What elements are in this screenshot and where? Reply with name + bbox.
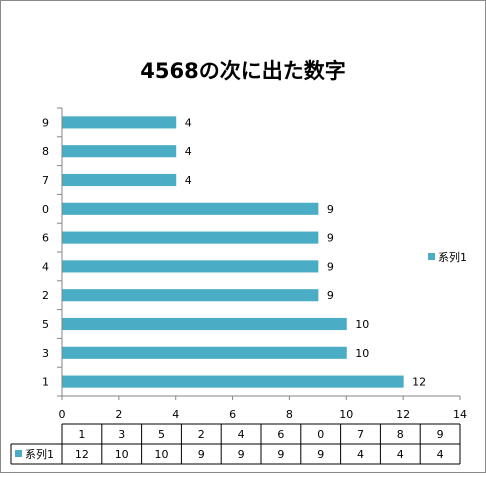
y-tick-label-4: 4 (42, 260, 49, 273)
table-value-3: 10 (115, 448, 129, 461)
legend-swatch (428, 253, 435, 260)
data-label-4: 9 (327, 260, 334, 273)
table-value-2: 9 (198, 448, 205, 461)
x-tick-label-0: 0 (59, 408, 66, 421)
bar-8 (62, 145, 177, 158)
y-tick-label-2: 2 (42, 289, 49, 302)
x-tick-label-2: 2 (115, 408, 122, 421)
bar-1 (62, 375, 404, 388)
table-series-name: 系列1 (25, 447, 54, 461)
bar-2 (62, 289, 319, 302)
table-value-6: 9 (277, 448, 284, 461)
y-tick-label-5: 5 (42, 318, 49, 331)
y-tick-label-7: 7 (42, 174, 49, 187)
table-header-9: 9 (437, 428, 444, 441)
table-value-5: 10 (155, 448, 169, 461)
table-value-4: 9 (238, 448, 245, 461)
y-tick-label-9: 9 (42, 116, 49, 129)
bar-5 (62, 317, 347, 331)
table-header-4: 4 (238, 428, 245, 441)
table-header-3: 3 (118, 428, 125, 441)
table-header-6: 6 (277, 428, 284, 441)
bar-9 (62, 116, 177, 129)
y-tick-label-6: 6 (42, 232, 49, 245)
data-label-2: 9 (327, 289, 334, 302)
table-value-9: 4 (437, 448, 444, 461)
chart-title: 4568の次に出た数字 (140, 59, 345, 83)
table-header-2: 2 (198, 428, 205, 441)
table-header-1: 1 (78, 428, 85, 441)
data-label-0: 9 (327, 203, 334, 216)
bar-7 (62, 173, 177, 187)
bar-3 (62, 346, 347, 359)
x-tick-label-8: 8 (286, 408, 293, 421)
x-tick-label-12: 12 (396, 408, 410, 421)
x-tick-label-4: 4 (172, 408, 179, 421)
y-tick-label-1: 1 (42, 376, 49, 389)
x-tick-label-10: 10 (339, 408, 353, 421)
legend-label: 系列1 (438, 250, 467, 264)
data-label-6: 9 (327, 232, 334, 245)
x-tick-label-14: 14 (453, 408, 467, 421)
table-value-1: 12 (75, 448, 89, 461)
data-label-8: 4 (185, 145, 192, 158)
data-label-1: 12 (412, 376, 426, 389)
data-label-5: 10 (355, 318, 369, 331)
table-header-8: 8 (397, 428, 404, 441)
table-value-7: 4 (357, 448, 364, 461)
table-header-7: 7 (357, 428, 364, 441)
x-tick-label-6: 6 (229, 408, 236, 421)
y-tick-label-3: 3 (42, 347, 49, 360)
table-value-8: 4 (397, 448, 404, 461)
bar-0 (62, 202, 319, 215)
data-label-7: 4 (185, 174, 192, 187)
table-series-key (15, 450, 22, 457)
data-label-9: 4 (185, 116, 192, 129)
table-header-0: 0 (317, 428, 324, 441)
bar-6 (62, 231, 319, 244)
y-tick-label-8: 8 (42, 145, 49, 158)
bar-4 (62, 260, 319, 273)
data-label-3: 10 (355, 347, 369, 360)
table-value-0: 9 (317, 448, 324, 461)
table-header-5: 5 (158, 428, 165, 441)
y-tick-label-0: 0 (42, 203, 49, 216)
